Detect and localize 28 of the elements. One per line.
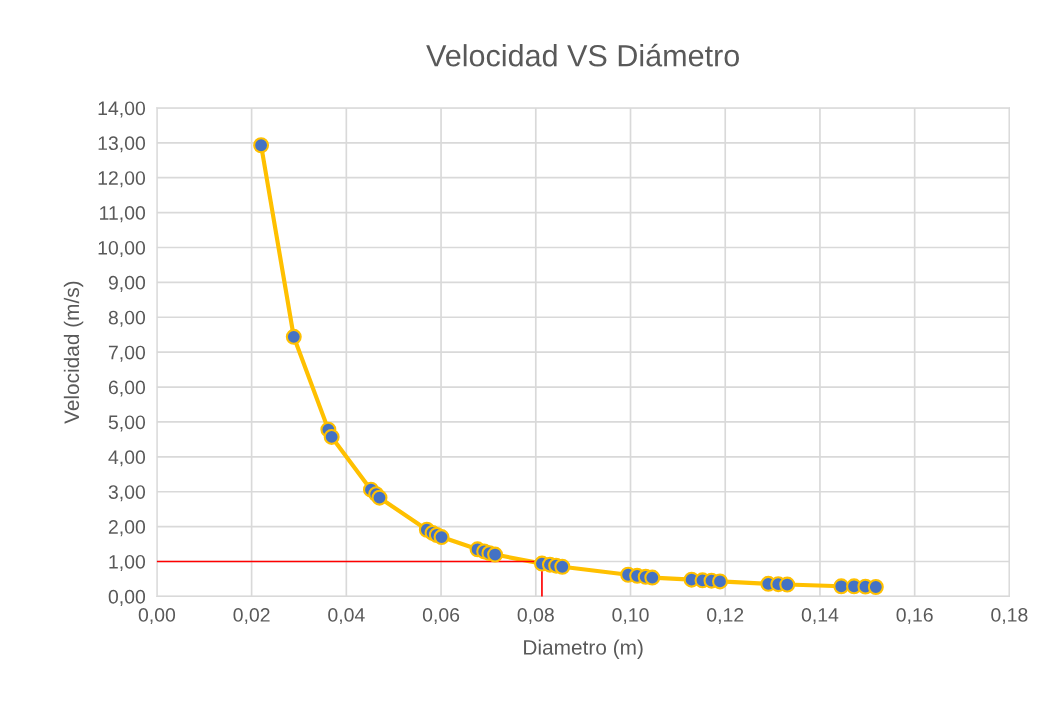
- x-tick-label: 0,10: [612, 608, 649, 625]
- chart-title: Velocidad VS Diámetro: [426, 43, 739, 67]
- y-tick-label: 0,00: [108, 589, 146, 606]
- x-tick-label: 0,16: [896, 608, 933, 625]
- x-tick-label: 0,02: [233, 608, 270, 625]
- x-tick-label: 0,14: [801, 608, 839, 625]
- y-tick-label: 5,00: [108, 415, 146, 432]
- x-tick-label: 0,06: [422, 608, 460, 625]
- y-tick-label: 8,00: [108, 310, 146, 327]
- x-tick-label: 0,18: [991, 608, 1028, 625]
- x-axis-title: Diametro (m): [524, 639, 643, 659]
- y-axis-title: Velocidad (m/s): [63, 281, 84, 424]
- x-tick-label: 0,12: [707, 608, 744, 625]
- x-tick-label: 0,04: [328, 608, 365, 625]
- y-tick-label: 4,00: [108, 450, 146, 467]
- y-tick-label: 6,00: [108, 380, 146, 397]
- y-tick-label: 11,00: [100, 206, 146, 223]
- y-tick-label: 10,00: [98, 240, 146, 258]
- y-tick-label: 1,00: [109, 554, 146, 572]
- y-tick-label: 13,00: [98, 136, 146, 153]
- x-tick-label: 0,00: [138, 608, 176, 625]
- y-tick-label: 14,00: [98, 101, 146, 118]
- y-tick-label: 3,00: [108, 485, 146, 502]
- y-tick-label: 7,00: [108, 345, 146, 362]
- y-tick-label: 9,00: [108, 275, 146, 292]
- y-tick-label: 12,00: [98, 171, 146, 188]
- x-tick-label: 0,08: [517, 608, 554, 625]
- y-tick-label: 2,00: [108, 520, 146, 537]
